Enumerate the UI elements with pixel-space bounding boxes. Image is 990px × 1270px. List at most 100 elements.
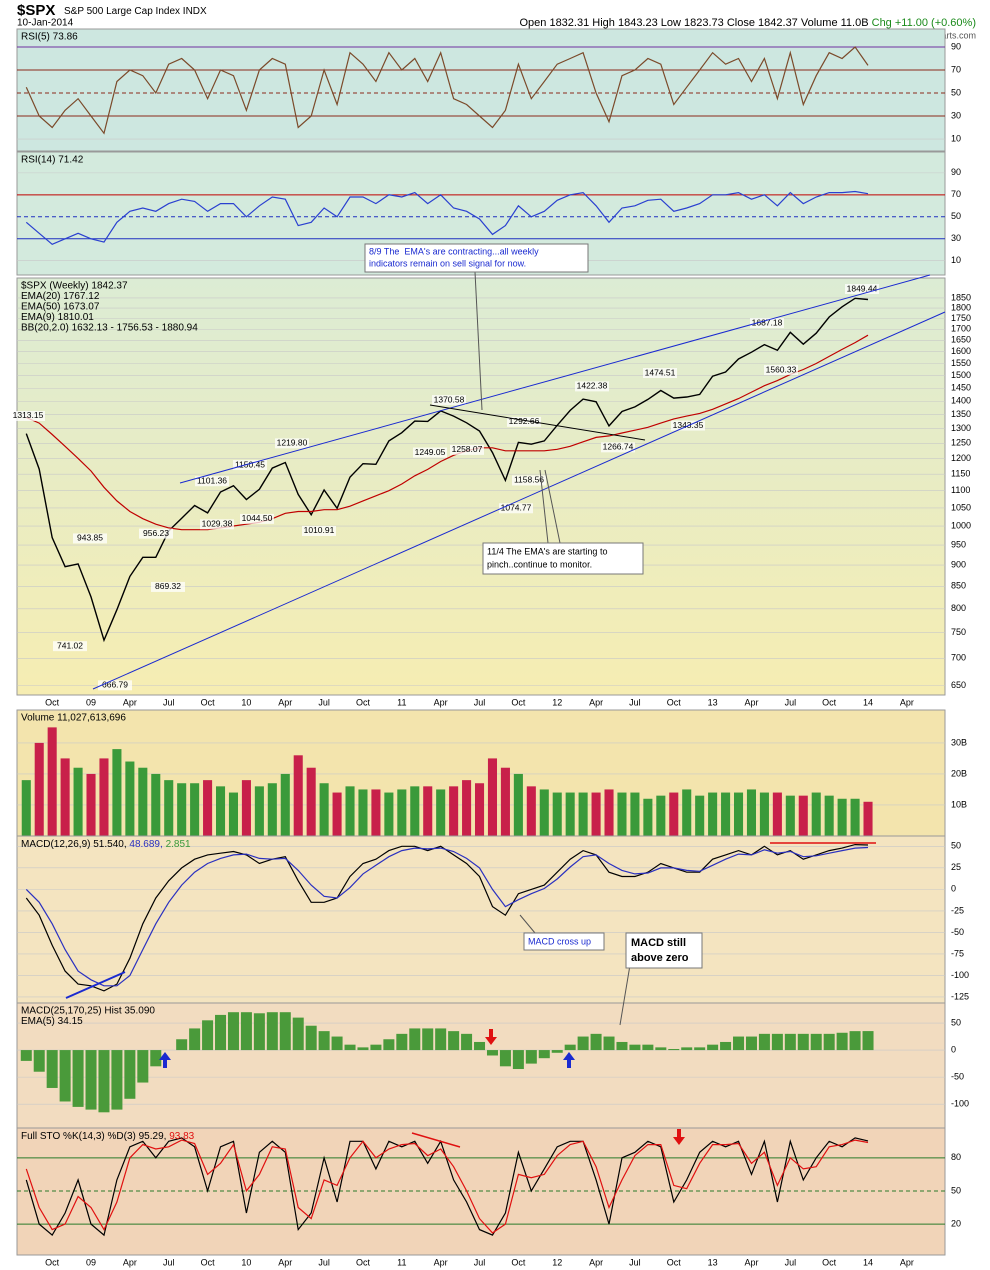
y-tick-label: -50 (951, 927, 964, 937)
close: Close 1842.37 (727, 17, 798, 29)
annotation-box (139, 528, 173, 539)
bar (383, 1039, 395, 1051)
annotation-box (233, 460, 267, 471)
x-tick-label: Apr (278, 697, 292, 707)
bar (539, 789, 549, 836)
y-tick-label: 10 (951, 133, 961, 143)
bar (176, 1039, 188, 1051)
annotation-box (195, 476, 229, 487)
bar (292, 1017, 304, 1051)
bar (73, 767, 83, 836)
series-line (25, 190, 869, 245)
note: MACD cross up (528, 936, 591, 946)
bar (21, 780, 31, 836)
bar (682, 789, 692, 836)
bar (656, 795, 666, 836)
panel-background (16, 1127, 946, 1256)
price-annotation: 943.85 (77, 533, 103, 543)
bar (745, 1036, 757, 1051)
bar (849, 1031, 861, 1051)
y-tick-label: 650 (951, 680, 966, 690)
legend-entry: MACD(12,26,9) 51.540, (21, 839, 127, 850)
bar (293, 755, 303, 836)
bar (668, 1048, 680, 1051)
price-annotation: 1074.77 (501, 503, 532, 513)
y-tick-label: 50 (951, 211, 961, 221)
y-tick-label: 80 (951, 1152, 961, 1162)
bar (824, 795, 834, 836)
price-annotation: 1343.35 (673, 420, 704, 430)
annotation-box (53, 641, 87, 652)
bar (604, 789, 614, 836)
volume: Volume 11.0B (801, 17, 869, 29)
bar (798, 795, 808, 836)
bar (513, 773, 523, 836)
low: Low 1823.73 (661, 17, 724, 29)
y-tick-label: 0 (951, 884, 956, 894)
bar (111, 1050, 123, 1110)
x-tick-label: 12 (552, 697, 562, 707)
down-arrow (485, 1029, 497, 1045)
price-annotation: 1010.91 (304, 525, 335, 535)
annotation-box (240, 513, 274, 524)
x-tick-label: Oct (667, 1257, 682, 1267)
bar (177, 783, 187, 836)
bar (189, 1028, 201, 1051)
x-tick-label: 09 (86, 1257, 96, 1267)
y-tick-label: 90 (951, 41, 961, 51)
y-tick-label: 10 (951, 255, 961, 265)
bar (461, 1033, 473, 1051)
bar (98, 1050, 110, 1113)
bar (784, 1033, 796, 1051)
bar (655, 1047, 667, 1051)
bar (266, 1012, 278, 1051)
bar (538, 1050, 550, 1059)
legend-entry: EMA(5) 34.15 (21, 1016, 83, 1027)
y-tick-label: 1000 (951, 520, 971, 530)
y-tick-label: 800 (951, 603, 966, 613)
legend-entry: RSI(5) 73.86 (21, 32, 78, 43)
bar (410, 786, 420, 836)
y-tick-label: 750 (951, 627, 966, 637)
x-tick-label: 12 (552, 1257, 562, 1267)
x-tick-label: Apr (278, 1257, 292, 1267)
overlays (65, 243, 946, 1148)
legend-entry: 2.851 (166, 839, 191, 850)
x-tick-label: Apr (744, 1257, 758, 1267)
bar (681, 1047, 693, 1051)
x-tick-label: Oct (201, 697, 216, 707)
y-tick-label: 1450 (951, 383, 971, 393)
y-tick-label: 30 (951, 110, 961, 120)
annotation-box (11, 410, 45, 421)
y-tick-label: 950 (951, 539, 966, 549)
x-tick-label: Apr (900, 1257, 914, 1267)
bar (525, 1050, 537, 1064)
bar (319, 783, 329, 836)
bar (358, 789, 368, 836)
x-tick-label: Jul (318, 1257, 330, 1267)
x-tick-label: Apr (589, 697, 603, 707)
note: 11/4 The EMA's are starting to (487, 546, 607, 556)
price-annotation: 1266.74 (603, 442, 634, 452)
bar (436, 789, 446, 836)
legend-entry: MACD(25,170,25) Hist 35.090 (21, 1006, 155, 1017)
quote: Open 1832.31 High 1843.23 Low 1823.73 Cl… (519, 17, 976, 29)
bar (125, 761, 135, 836)
bar (499, 1050, 511, 1067)
bar (797, 1033, 809, 1051)
y-tick-label: 1600 (951, 346, 971, 356)
x-tick-label: 13 (708, 1257, 718, 1267)
panel-background (16, 28, 946, 152)
bar (552, 792, 562, 836)
x-tick-label: Jul (629, 1257, 641, 1267)
y-tick-label: -50 (951, 1072, 964, 1082)
bar (616, 1041, 628, 1051)
callout-line (519, 914, 536, 934)
legend-entry: 93.83 (169, 1131, 194, 1142)
bar (435, 1028, 447, 1051)
legend-entry: $SPX (Weekly) 1842.37 (21, 281, 128, 292)
note: indicators remain on sell signal for now… (369, 258, 526, 268)
y-tick-label: -100 (951, 970, 969, 980)
annotation-box (275, 438, 309, 449)
bar (384, 792, 394, 836)
